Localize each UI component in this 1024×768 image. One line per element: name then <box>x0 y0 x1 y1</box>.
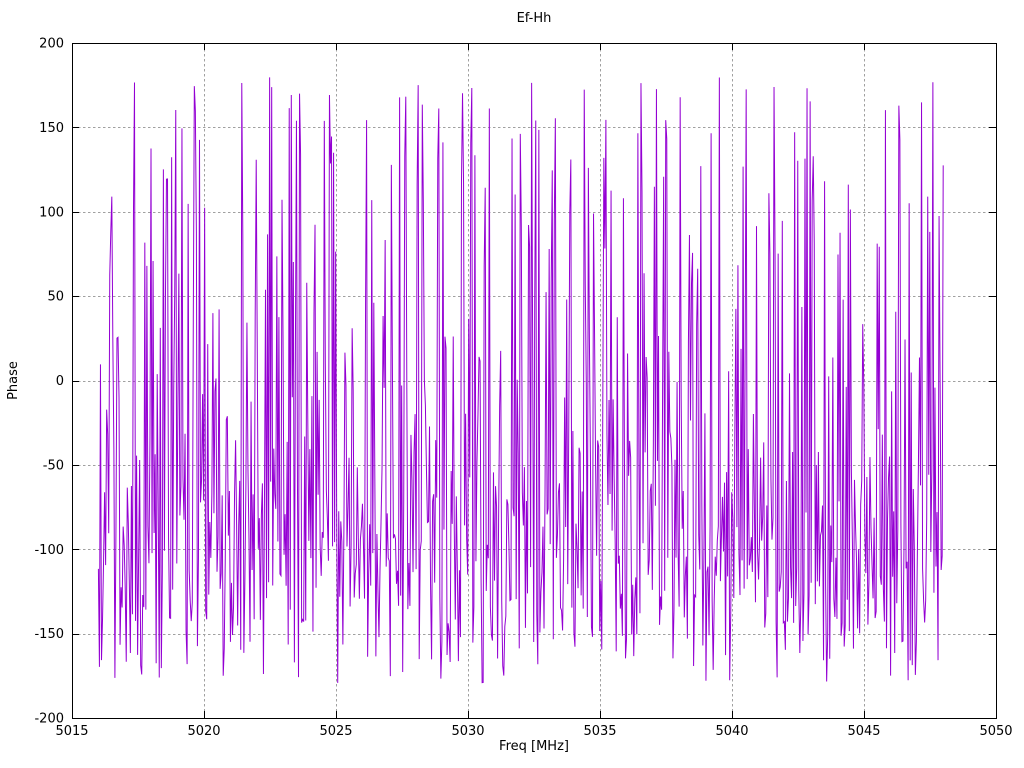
y-tick-label: -50 <box>43 458 64 473</box>
x-axis-label: Freq [MHz] <box>499 739 569 754</box>
plot-frame <box>72 43 997 719</box>
y-tick-label: 200 <box>39 37 64 52</box>
y-tick-label: 50 <box>47 290 64 305</box>
x-tick-label: 5030 <box>451 724 484 739</box>
y-tick-label: -100 <box>34 543 64 558</box>
tick-labels: 5015 5020 5025 5030 5035 5040 5045 5050 -200 -150… <box>34 37 1012 740</box>
x-tick-label: 5050 <box>979 724 1012 739</box>
y-tick-label: 0 <box>56 374 64 389</box>
chart-title: Ef-Hh <box>516 11 552 26</box>
x-tick-label: 5040 <box>715 724 748 739</box>
x-tick-label: 5020 <box>187 724 220 739</box>
y-tick-label: 150 <box>39 121 64 136</box>
x-tick-label: 5035 <box>583 724 616 739</box>
x-tick-label: 5025 <box>319 724 352 739</box>
x-tick-label: 5015 <box>55 724 88 739</box>
x-tick-label: 5045 <box>847 724 880 739</box>
y-tick-label: -200 <box>34 712 64 727</box>
y-tick-label: -150 <box>34 627 64 642</box>
y-tick-label: 100 <box>39 205 64 220</box>
phase-trace <box>97 77 944 684</box>
